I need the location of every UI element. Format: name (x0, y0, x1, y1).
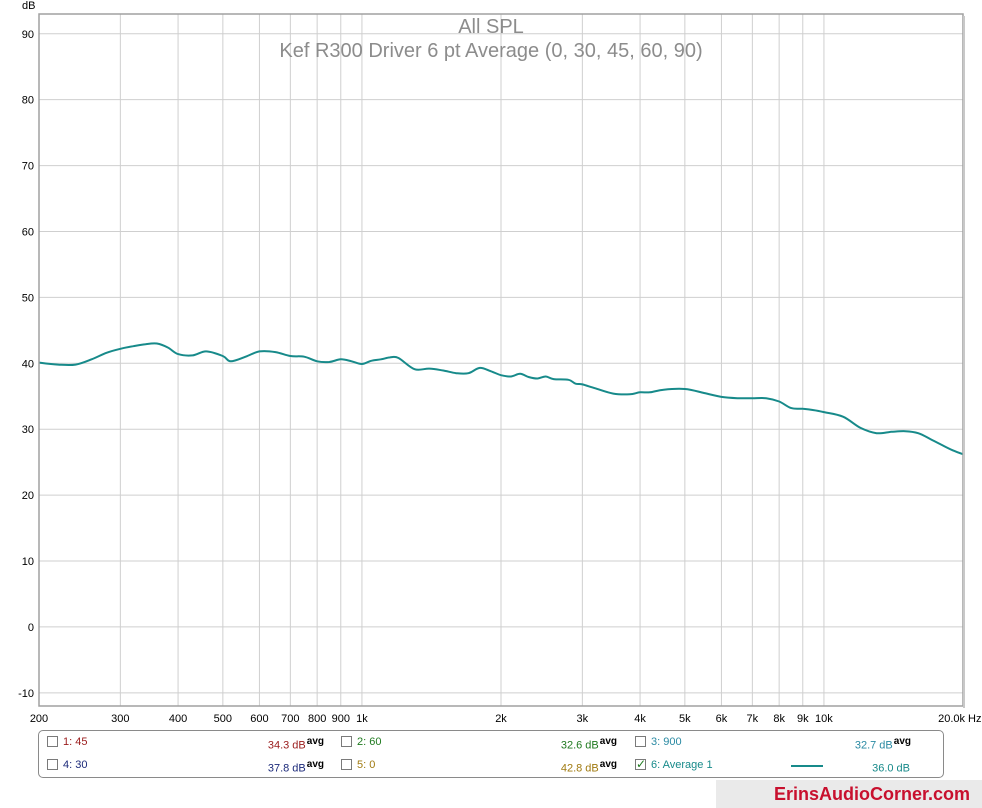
legend-label-5: 5: 0 (357, 759, 376, 771)
grid-lines (39, 14, 963, 706)
chart-subtitle: Kef R300 Driver 6 pt Average (0, 30, 45,… (279, 40, 702, 62)
legend-checkbox-4[interactable] (47, 759, 58, 770)
legend-value-4: 37.8 dBavg (267, 759, 324, 775)
legend-checkbox-5[interactable] (341, 759, 352, 770)
chart-title: All SPL (458, 16, 524, 38)
y-tick-label: 10 (22, 556, 34, 568)
legend-label-2: 2: 60 (357, 736, 382, 748)
x-tick-label: 200 (30, 713, 48, 725)
y-tick-label: 60 (22, 226, 34, 238)
x-tick-label: 1k (356, 713, 368, 725)
x-tick-label: 900 (332, 713, 350, 725)
x-tick-label: 4k (634, 713, 646, 725)
legend-label-4: 4: 30 (63, 759, 88, 771)
legend-label-6: 6: Average 1 (651, 759, 713, 771)
plot-frame-shadow (963, 16, 965, 708)
y-axis-tick-labels: 90 80 70 60 50 40 30 20 10 0 -10 (18, 29, 34, 700)
x-tick-label: 2k (495, 713, 507, 725)
legend-value-5: 42.8 dBavg (560, 759, 617, 775)
legend-checkbox-1[interactable] (47, 736, 58, 747)
series-line-average (38, 342, 964, 456)
x-tick-label: 400 (169, 713, 187, 725)
x-tick-label: 8k (773, 713, 785, 725)
x-axis-unit: Hz (968, 713, 981, 725)
x-tick-label: 10k (815, 713, 833, 725)
x-tick-label: 9k (797, 713, 809, 725)
y-tick-label: 50 (22, 292, 34, 304)
y-tick-label: 20 (22, 490, 34, 502)
y-tick-label: 70 (22, 161, 34, 173)
legend-value-1: 34.3 dBavg (267, 736, 324, 752)
y-tick-label: 30 (22, 424, 34, 436)
x-tick-label: 500 (214, 713, 232, 725)
watermark-band: ErinsAudioCorner.com (716, 780, 982, 808)
legend-checkbox-2[interactable] (341, 736, 352, 747)
x-tick-label: 800 (308, 713, 326, 725)
legend-label-1: 1: 45 (63, 736, 88, 748)
x-tick-label: 7k (747, 713, 759, 725)
y-tick-label: 40 (22, 358, 34, 370)
legend-line-swatch-6 (791, 765, 823, 767)
x-axis-tick-labels: 200 300 400 500 600 700 800 900 1k 2k 3k 4k 5k 6k 7k 8k… (30, 713, 966, 725)
checkmark-icon: ✓ (636, 757, 647, 771)
x-tick-label: 5k (679, 713, 691, 725)
y-tick-label: 90 (22, 29, 34, 41)
y-tick-label: 0 (28, 622, 34, 634)
watermark-text: ErinsAudioCorner.com (773, 784, 970, 804)
legend-label-3: 3: 900 (651, 736, 682, 748)
x-tick-label: 300 (111, 713, 129, 725)
x-tick-label: 6k (716, 713, 728, 725)
x-tick-label: 20.0k (938, 713, 965, 725)
y-tick-label: 80 (22, 95, 34, 107)
spl-chart: 90 80 70 60 50 40 30 20 10 0 -10 200 300 400 500 600 70… (18, 0, 981, 725)
x-tick-label: 700 (281, 713, 299, 725)
legend-value-3: 32.7 dBavg (854, 736, 911, 752)
y-tick-label: -10 (18, 688, 34, 700)
x-tick-label: 600 (250, 713, 268, 725)
legend-checkbox-6[interactable]: ✓ (635, 757, 647, 771)
legend-value-2: 32.6 dBavg (560, 736, 617, 752)
legend-value-6: 36.0 dB (872, 762, 910, 775)
legend-checkbox-3[interactable] (635, 736, 646, 747)
y-axis-label: dB (22, 0, 35, 12)
legend: 1: 45 34.3 dBavg 2: 60 32.6 dBavg 3: 900… (38, 730, 944, 778)
x-tick-label: 3k (577, 713, 589, 725)
